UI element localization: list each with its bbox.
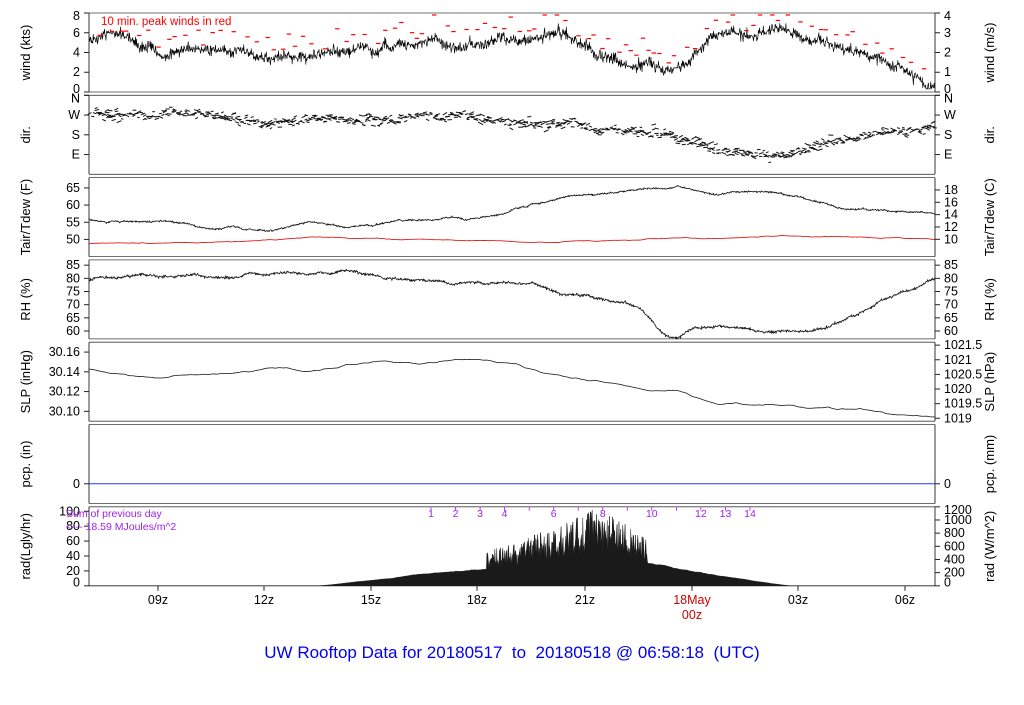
svg-text:20: 20 (66, 564, 80, 578)
svg-text:1020.5: 1020.5 (944, 367, 982, 381)
svg-text:60: 60 (66, 198, 80, 212)
svg-text:30.10: 30.10 (49, 404, 80, 418)
svg-text:8: 8 (73, 9, 80, 23)
svg-text:dir.: dir. (18, 126, 33, 143)
svg-text:1020: 1020 (944, 382, 972, 396)
svg-text:14: 14 (944, 208, 958, 222)
svg-text:85: 85 (66, 258, 80, 272)
svg-text:N: N (944, 92, 953, 106)
svg-text:1021: 1021 (944, 353, 972, 367)
svg-text:12: 12 (944, 220, 958, 234)
svg-text:800: 800 (944, 526, 965, 540)
svg-text:dir.: dir. (982, 126, 997, 143)
svg-text:pcp. (mm): pcp. (mm) (982, 435, 997, 494)
svg-text:70: 70 (944, 298, 958, 312)
svg-text:12: 12 (695, 508, 707, 520)
svg-text:Tair/Tdew (C): Tair/Tdew (C) (982, 178, 997, 256)
svg-text:E: E (72, 148, 80, 162)
svg-text:S: S (944, 128, 952, 142)
svg-text:rad(Lgly/hr): rad(Lgly/hr) (18, 513, 33, 579)
svg-text:03z: 03z (788, 593, 808, 607)
svg-text:2: 2 (453, 508, 459, 520)
svg-text:400: 400 (944, 553, 965, 567)
svg-text:70: 70 (66, 298, 80, 312)
svg-text:75: 75 (944, 285, 958, 299)
svg-text:Tair/Tdew (F): Tair/Tdew (F) (18, 179, 33, 256)
svg-text:06z: 06z (895, 593, 915, 607)
svg-text:30.16: 30.16 (49, 345, 80, 359)
svg-text:<--- 18.59 MJoules/m^2: <--- 18.59 MJoules/m^2 (66, 521, 176, 533)
svg-text:55: 55 (66, 215, 80, 229)
svg-text:8: 8 (600, 508, 606, 520)
svg-text:S: S (72, 128, 80, 142)
svg-text:75: 75 (66, 285, 80, 299)
svg-text:50: 50 (66, 232, 80, 246)
svg-text:15z: 15z (361, 593, 381, 607)
svg-text:W: W (68, 108, 80, 122)
svg-text:UW Rooftop Data for 20180517: UW Rooftop Data for 20180517 to 20180518… (264, 643, 759, 662)
svg-text:30.14: 30.14 (49, 365, 80, 379)
svg-text:SLP (inHg): SLP (inHg) (18, 350, 33, 413)
svg-text:4: 4 (502, 508, 508, 520)
svg-text:3: 3 (944, 26, 951, 40)
svg-text:21z: 21z (575, 593, 595, 607)
svg-text:18z: 18z (467, 593, 487, 607)
svg-text:12z: 12z (254, 593, 274, 607)
svg-text:09z: 09z (148, 593, 168, 607)
svg-text:65: 65 (66, 311, 80, 325)
svg-text:wind (kts): wind (kts) (18, 25, 33, 82)
svg-text:2: 2 (944, 46, 951, 60)
svg-text:N: N (71, 92, 80, 106)
svg-text:85: 85 (944, 258, 958, 272)
svg-text:60: 60 (66, 534, 80, 548)
svg-text:1: 1 (944, 65, 951, 79)
svg-text:65: 65 (944, 311, 958, 325)
svg-text:16: 16 (944, 195, 958, 209)
svg-text:6: 6 (551, 508, 557, 520)
svg-text:10: 10 (646, 508, 658, 520)
svg-text:2: 2 (73, 65, 80, 79)
svg-text:10 min. peak winds in red: 10 min. peak winds in red (101, 16, 231, 28)
svg-text:600: 600 (944, 539, 965, 553)
svg-text:3: 3 (477, 508, 483, 520)
svg-text:0: 0 (944, 477, 951, 491)
svg-text:RH (%): RH (%) (18, 278, 33, 321)
svg-text:200: 200 (944, 566, 965, 580)
svg-text:rad (W/m^2): rad (W/m^2) (982, 511, 997, 582)
svg-text:30.12: 30.12 (49, 385, 80, 399)
svg-text:14: 14 (744, 508, 756, 520)
svg-text:00z: 00z (682, 608, 702, 622)
svg-text:80: 80 (66, 271, 80, 285)
svg-text:1019: 1019 (944, 411, 972, 425)
svg-text:60: 60 (944, 324, 958, 338)
svg-text:80: 80 (944, 271, 958, 285)
svg-text:4: 4 (944, 9, 951, 23)
svg-text:65: 65 (66, 181, 80, 195)
svg-text:18May: 18May (673, 593, 711, 607)
svg-text:10: 10 (944, 232, 958, 246)
svg-text:W: W (944, 108, 956, 122)
svg-text:E: E (944, 148, 952, 162)
svg-text:1: 1 (428, 508, 434, 520)
svg-text:SLP (hPa): SLP (hPa) (982, 352, 997, 412)
svg-text:1021.5: 1021.5 (944, 338, 982, 352)
svg-text:18: 18 (944, 183, 958, 197)
svg-text:0: 0 (73, 477, 80, 491)
svg-text:RH (%): RH (%) (982, 278, 997, 321)
svg-text:1019.5: 1019.5 (944, 397, 982, 411)
svg-text:13: 13 (720, 508, 732, 520)
svg-text:pcp. (in): pcp. (in) (18, 441, 33, 488)
svg-text:4: 4 (73, 46, 80, 60)
svg-text:60: 60 (66, 324, 80, 338)
svg-text:1200: 1200 (944, 503, 972, 517)
svg-text:wind (m/s): wind (m/s) (982, 23, 997, 84)
svg-text:Sum of previous day: Sum of previous day (66, 508, 162, 520)
svg-text:6: 6 (73, 26, 80, 40)
svg-text:40: 40 (66, 549, 80, 563)
